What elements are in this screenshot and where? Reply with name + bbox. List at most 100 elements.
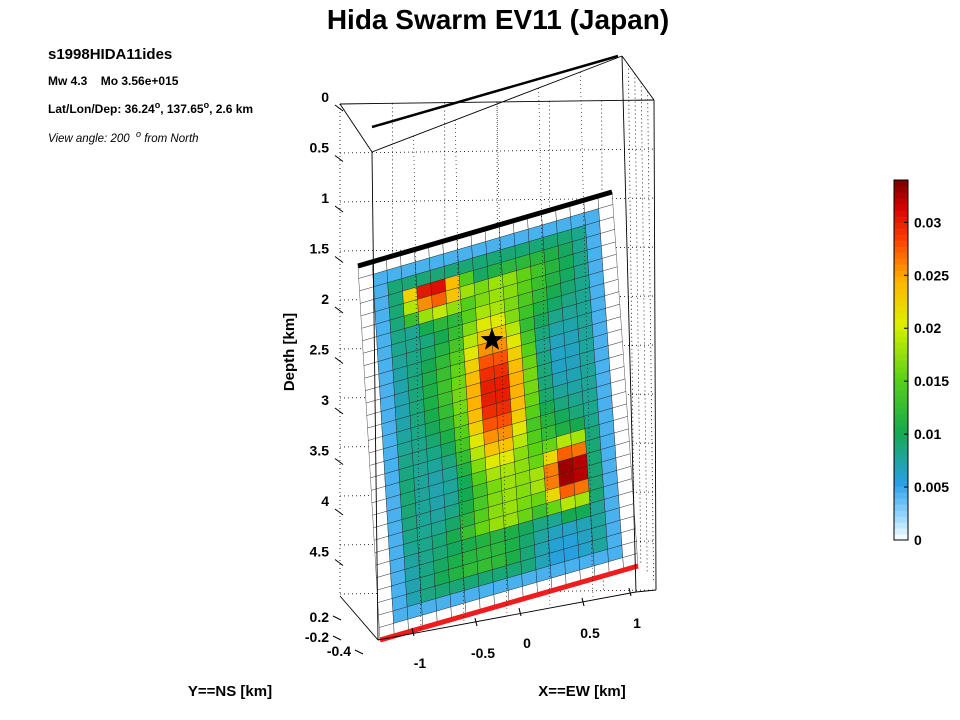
colorbar-segment	[894, 390, 908, 397]
z-tick-label: 1.5	[310, 241, 330, 257]
colorbar-segment	[894, 222, 908, 229]
grid-line	[634, 73, 642, 564]
z-tick-mark	[334, 306, 344, 314]
z-tick-label: 2.5	[310, 342, 330, 358]
colorbar-segment	[894, 534, 908, 541]
x-tick-label: 0	[523, 635, 531, 651]
colorbar-segment	[894, 510, 908, 517]
z-tick-mark	[334, 357, 344, 364]
colorbar-segment	[894, 378, 908, 385]
colorbar-frame	[893, 179, 909, 541]
y-tick-label: -0.2	[305, 629, 329, 645]
degree-symbol: o	[203, 100, 210, 110]
grid-line	[339, 246, 657, 252]
location-line: Lat/Lon/Dep: 36.24o, 137.65o, 2.6 km	[48, 100, 253, 116]
z-tick-label: 1	[321, 190, 329, 206]
colorbar-tick-label: 0.005	[914, 479, 949, 495]
view-angle: View angle: 200	[48, 132, 130, 145]
colorbar-segment	[894, 462, 908, 469]
colorbar-segment	[894, 384, 908, 391]
depth-value: , 2.6 km	[209, 102, 254, 116]
z-tick-label: 4	[321, 493, 329, 509]
view-angle-suffix: from North	[141, 132, 199, 145]
colorbar-segment	[894, 522, 908, 529]
bounding-box-front	[339, 55, 657, 641]
grid-line	[538, 87, 551, 609]
x-tick-mark	[411, 627, 415, 637]
colorbar-segment	[894, 492, 908, 499]
colorbar-segment	[894, 318, 908, 325]
magnitude-line: Mw 4.3 Mo 3.56e+015	[48, 74, 178, 88]
hypocenter-star-icon	[480, 328, 504, 350]
box-edge	[621, 55, 637, 593]
colorbar-tick-label: 0.015	[914, 373, 949, 389]
fault-surface-trace	[371, 54, 619, 129]
seismic-moment: Mo 3.56e+015	[100, 74, 179, 88]
colorbar-segment	[894, 372, 908, 379]
z-tick-mark	[334, 155, 344, 162]
y-tick-mark	[332, 635, 342, 641]
grid-line	[339, 197, 657, 203]
fault-bottom-edge	[379, 563, 639, 643]
x-tick-mark	[581, 597, 585, 607]
colorbar-segment	[894, 336, 908, 343]
colorbar-segment	[894, 312, 908, 319]
z-tick-label: 0	[321, 89, 329, 105]
colorbar-segment	[894, 528, 908, 535]
grid-line	[413, 135, 422, 633]
colorbar-segment	[894, 474, 908, 481]
degree-symbol: o	[136, 129, 142, 139]
longitude: , 137.65	[160, 102, 204, 116]
colorbar-segment	[894, 300, 908, 307]
box-edge	[653, 99, 657, 591]
colorbar-segment	[894, 516, 908, 523]
x-tick-mark	[518, 607, 522, 617]
colorbar-segment	[894, 402, 908, 409]
z-axis-label: Depth [km]	[281, 313, 298, 391]
colorbar-segment	[894, 360, 908, 367]
z-tick-label: 2	[321, 291, 329, 307]
colorbar-segment	[894, 258, 908, 265]
y-tick-mark	[332, 615, 342, 621]
x-tick-label: -1	[414, 655, 427, 671]
fault-slip-cells	[357, 191, 639, 641]
colorbar-segment	[894, 342, 908, 349]
box-edge	[339, 595, 379, 641]
colorbar-segment	[894, 264, 908, 271]
colorbar-segment	[894, 210, 908, 217]
colorbar-segment	[894, 330, 908, 337]
grid-line	[628, 64, 635, 555]
colorbar-segment	[894, 270, 908, 277]
colorbar-segment	[894, 396, 908, 403]
colorbar-segment	[894, 432, 908, 439]
colorbar-segment	[894, 252, 908, 259]
z-tick-mark	[334, 559, 344, 566]
axis-ticks: 0 0.5 1 1.5 2 2.5 3 3.5 4 4.5 -1 -0.5 0 0.5 1 0.2 -0.2-0…	[305, 89, 641, 671]
y-tick-label: 0.2	[310, 609, 330, 625]
fault-edges	[357, 54, 639, 643]
degree-symbol: o	[154, 100, 161, 110]
colorbar-segment	[894, 408, 908, 415]
grid-line	[647, 91, 654, 582]
colorbar-segment	[894, 348, 908, 355]
x-tick-mark	[474, 617, 478, 627]
fault-top-edge	[357, 189, 613, 269]
colorbar: 0 0.005 0.01 0.015 0.02 0.025 0.03	[893, 179, 949, 548]
grid-line	[339, 148, 657, 154]
colorbar-segment	[894, 366, 908, 373]
x-tick-label: 1	[633, 615, 641, 631]
colorbar-tick-label: 0.03	[914, 214, 941, 230]
z-tick-label: 4.5	[310, 544, 330, 560]
z-tick-mark	[334, 407, 344, 415]
y-tick-mark	[354, 649, 364, 655]
event-id: s1998HIDA11ides	[48, 46, 173, 63]
view-angle-line: View angle: 200 o from North	[48, 129, 199, 145]
grid-line	[580, 71, 594, 601]
colorbar-segment	[894, 180, 908, 187]
colorbar-segment	[894, 450, 908, 457]
colorbar-segment	[894, 438, 908, 445]
box-edge	[635, 589, 657, 593]
colorbar-segment	[894, 486, 908, 493]
colorbar-tick-label: 0.01	[914, 426, 941, 442]
z-tick-mark	[334, 508, 344, 516]
